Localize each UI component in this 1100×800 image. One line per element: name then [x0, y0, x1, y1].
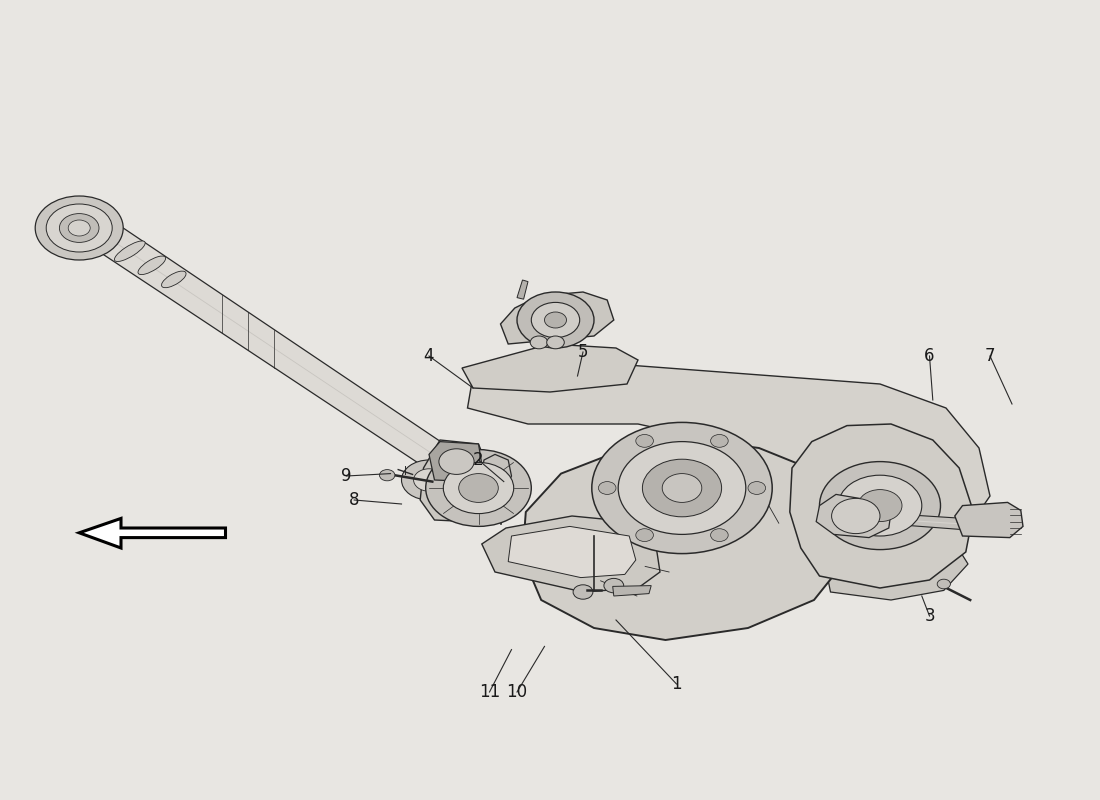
Circle shape [642, 459, 722, 517]
Polygon shape [517, 280, 528, 299]
Circle shape [592, 422, 772, 554]
Circle shape [35, 196, 123, 260]
Circle shape [59, 214, 99, 242]
Circle shape [443, 462, 514, 514]
Polygon shape [468, 360, 990, 536]
Text: 4: 4 [424, 347, 434, 365]
Text: 9: 9 [341, 467, 352, 485]
Text: 10: 10 [506, 683, 528, 701]
Circle shape [46, 204, 112, 252]
Polygon shape [889, 514, 964, 530]
Circle shape [530, 336, 548, 349]
Polygon shape [816, 494, 891, 538]
Ellipse shape [138, 256, 166, 274]
Polygon shape [79, 518, 226, 548]
Polygon shape [94, 208, 462, 492]
Text: 2: 2 [473, 451, 484, 469]
Circle shape [820, 462, 940, 550]
Circle shape [838, 475, 922, 536]
Polygon shape [482, 516, 660, 592]
Text: 7: 7 [984, 347, 996, 365]
Polygon shape [508, 526, 636, 578]
Circle shape [937, 579, 950, 589]
Circle shape [598, 482, 616, 494]
Circle shape [858, 490, 902, 522]
Polygon shape [482, 454, 512, 488]
Circle shape [832, 498, 880, 534]
Polygon shape [955, 502, 1023, 538]
Polygon shape [790, 424, 974, 588]
Polygon shape [420, 440, 493, 522]
Polygon shape [823, 530, 968, 600]
Circle shape [604, 578, 624, 593]
Polygon shape [429, 442, 482, 482]
Circle shape [636, 434, 653, 447]
Circle shape [414, 469, 444, 491]
Circle shape [547, 336, 564, 349]
Text: 6: 6 [924, 347, 935, 365]
Text: 11: 11 [478, 683, 500, 701]
Circle shape [618, 442, 746, 534]
Circle shape [573, 585, 593, 599]
Polygon shape [500, 292, 614, 344]
Circle shape [68, 220, 90, 236]
Circle shape [517, 292, 594, 348]
Text: 3: 3 [924, 607, 935, 625]
Circle shape [379, 470, 395, 481]
Text: 8: 8 [349, 491, 360, 509]
Circle shape [544, 312, 566, 328]
Circle shape [711, 529, 728, 542]
Circle shape [439, 449, 474, 474]
Circle shape [748, 482, 766, 494]
Polygon shape [462, 344, 638, 392]
Circle shape [402, 460, 456, 500]
Circle shape [426, 450, 531, 526]
Polygon shape [613, 586, 651, 596]
Ellipse shape [162, 271, 186, 288]
Ellipse shape [114, 241, 145, 262]
Text: 5: 5 [578, 343, 588, 361]
Circle shape [531, 302, 580, 338]
Circle shape [636, 529, 653, 542]
Polygon shape [522, 440, 849, 640]
Circle shape [662, 474, 702, 502]
Text: 1: 1 [671, 675, 682, 693]
Circle shape [711, 434, 728, 447]
Circle shape [459, 474, 498, 502]
